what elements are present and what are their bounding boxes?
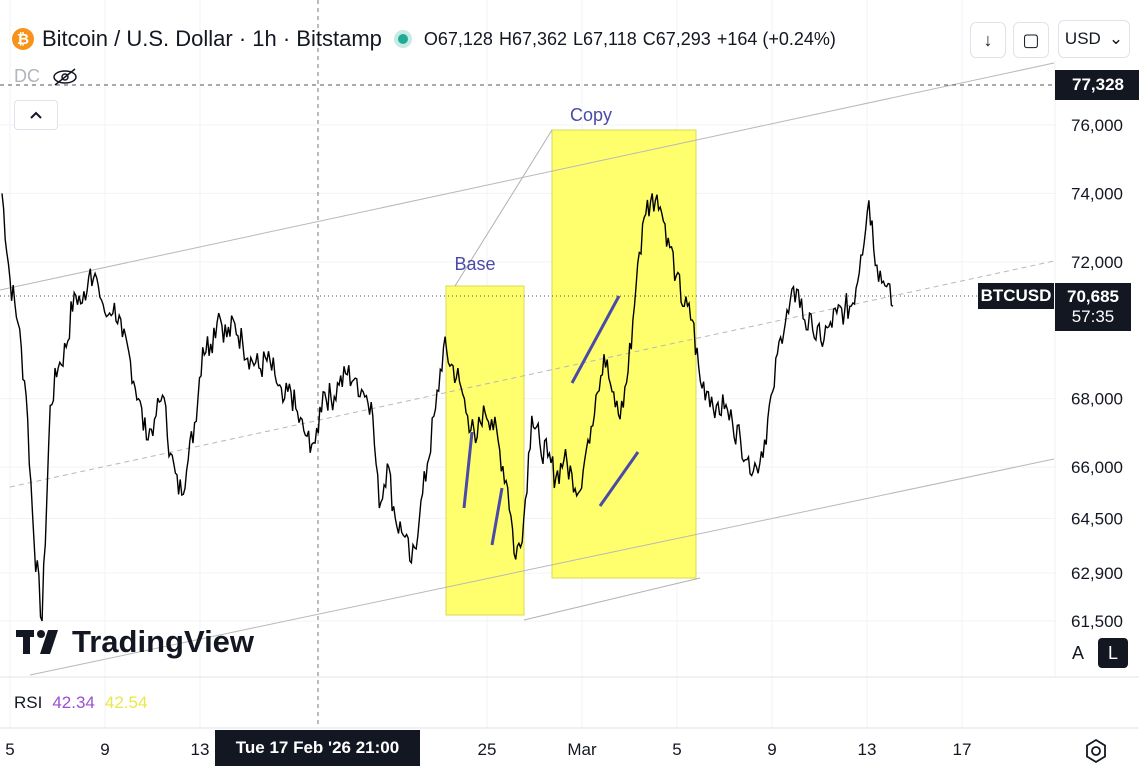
price-tick-label: 61,500 <box>1071 612 1123 631</box>
gear-icon[interactable] <box>1083 738 1109 764</box>
time-tick-label: 13 <box>857 740 877 759</box>
channel-mid-line[interactable] <box>9 260 1055 488</box>
price-tick-label: 76,000 <box>1071 116 1123 135</box>
change-value: +164 (+0.24%) <box>716 28 836 49</box>
log-scale-button[interactable]: L <box>1098 638 1128 668</box>
symbol-header: ₿ Bitcoin / U.S. Dollar · 1h · Bitstamp … <box>12 24 836 54</box>
time-tick-label: 17 <box>952 740 972 759</box>
price-tick-label: 64,500 <box>1071 509 1123 528</box>
time-tick-label: 25 <box>477 740 497 759</box>
chevron-up-icon <box>30 111 42 119</box>
indicator-legend[interactable]: DC <box>14 66 78 87</box>
close-value: C67,293 <box>642 28 711 49</box>
last-price-value: 70,685 <box>1067 287 1119 306</box>
crosshair-price-tag: 77,328 <box>1055 70 1139 100</box>
bar-countdown: 57:35 <box>1071 307 1115 326</box>
time-tick-label: 13 <box>190 740 210 759</box>
time-tick-label: Mar <box>567 740 597 759</box>
crosshair-time-tag: Tue 17 Feb '26 21:00 <box>215 730 420 766</box>
rsi-value: 42.34 <box>52 693 95 712</box>
last-price-tag: 70,685 57:35 <box>1055 283 1131 331</box>
eye-off-icon[interactable] <box>52 67 78 87</box>
symbol-tag: BTCUSD <box>978 283 1054 309</box>
price-axis: 76,000 74,000 72,000 68,000 66,000 64,500 62,9… <box>1071 116 1123 631</box>
price-tick-label: 72,000 <box>1071 253 1123 272</box>
currency-selector[interactable]: USD ⌄ <box>1058 20 1130 58</box>
channel-lower-line[interactable] <box>29 458 1055 676</box>
base-label: Base <box>454 254 495 274</box>
base-trend-stroke-1[interactable] <box>462 431 474 509</box>
indicator-label: DC <box>14 66 40 86</box>
copy-trend-stroke-1[interactable] <box>570 295 621 384</box>
tradingview-wordmark: TradingView <box>72 624 255 659</box>
base-trend-stroke-2[interactable] <box>490 487 504 546</box>
collapse-legend-button[interactable] <box>14 100 58 130</box>
tradingview-logo-icon <box>16 630 58 654</box>
channel-upper-line[interactable] <box>0 62 1055 291</box>
base-rectangle[interactable] <box>445 285 525 616</box>
symbol-title[interactable]: Bitcoin / U.S. Dollar · 1h · Bitstamp <box>42 26 382 51</box>
open-value: O67,128 <box>423 28 493 49</box>
rsi-ma-value: 42.54 <box>104 693 148 712</box>
tradingview-logo[interactable]: TradingView <box>16 624 254 660</box>
copy-trend-stroke-2[interactable] <box>598 451 640 507</box>
download-button[interactable]: ↓ <box>970 22 1006 58</box>
bitcoin-icon: ₿ <box>12 28 34 50</box>
square-icon: ▢ <box>1022 29 1040 50</box>
market-status-icon <box>397 34 408 44</box>
price-tick-label: 74,000 <box>1071 184 1123 203</box>
price-tick-label: 66,000 <box>1071 458 1123 477</box>
price-tick-label: 68,000 <box>1071 390 1123 409</box>
time-tick-label: 5 <box>672 740 682 759</box>
copy-label: Copy <box>570 105 612 125</box>
arrow-down-icon: ↓ <box>983 29 993 50</box>
price-tick-label: 62,900 <box>1071 564 1123 583</box>
currency-label: USD <box>1064 29 1101 48</box>
low-value: L67,118 <box>573 28 637 49</box>
time-tick-label: 9 <box>767 740 777 759</box>
symbol-tag-label: BTCUSD <box>980 286 1052 305</box>
time-tick-label: 5 <box>5 740 15 759</box>
rsi-label: RSI <box>14 693 43 712</box>
crosshair-price-value: 77,328 <box>1072 75 1124 94</box>
fullscreen-button[interactable]: ▢ <box>1013 22 1049 58</box>
projection-bottom-line[interactable] <box>523 577 701 621</box>
high-value: H67,362 <box>498 28 568 49</box>
rsi-legend[interactable]: RSI 42.34 42.54 <box>14 693 147 713</box>
chevron-down-icon: ⌄ <box>1108 29 1124 48</box>
copy-rectangle[interactable] <box>551 129 697 579</box>
time-tick-label: 9 <box>100 740 110 759</box>
projection-top-line[interactable] <box>454 129 553 287</box>
auto-scale-button[interactable]: A <box>1063 638 1093 668</box>
ohlc-values: O67,128 H67,362 L67,118 C67,293 +164 (+0… <box>424 29 836 50</box>
price-line[interactable] <box>1 193 894 622</box>
